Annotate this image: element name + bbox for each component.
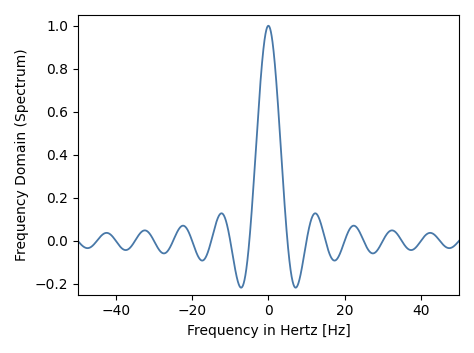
- Y-axis label: Frequency Domain (Spectrum): Frequency Domain (Spectrum): [15, 49, 29, 261]
- X-axis label: Frequency in Hertz [Hz]: Frequency in Hertz [Hz]: [186, 324, 350, 338]
